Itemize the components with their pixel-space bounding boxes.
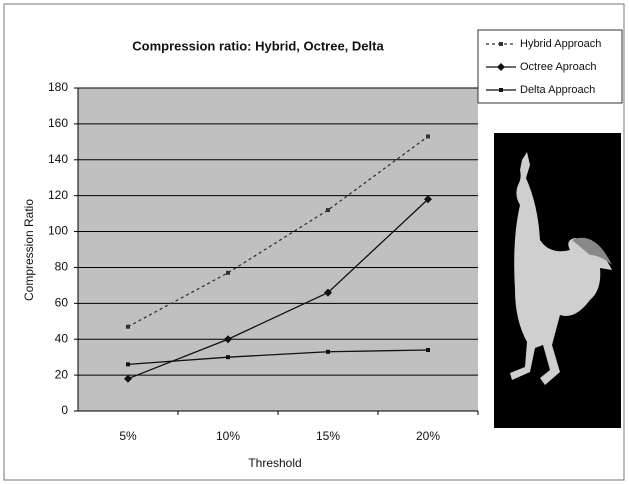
point-marker <box>326 208 330 212</box>
y-tick-label: 140 <box>48 152 68 166</box>
y-tick-label: 160 <box>48 116 68 130</box>
x-tick-label: 15% <box>316 429 340 443</box>
point-marker <box>499 88 503 92</box>
y-tick-label: 180 <box>48 80 68 94</box>
point-marker <box>226 355 230 359</box>
x-axis-label: Threshold <box>248 456 301 470</box>
y-tick-label: 20 <box>55 367 69 381</box>
y-tick-label: 60 <box>55 296 69 310</box>
point-marker <box>326 350 330 354</box>
chart-title: Compression ratio: Hybrid, Octree, Delta <box>132 38 384 53</box>
chart: Compression ratio: Hybrid, Octree, Delta… <box>0 0 629 485</box>
point-marker <box>126 325 130 329</box>
y-axis-label: Compression Ratio <box>22 199 36 301</box>
x-tick-label: 5% <box>119 429 137 443</box>
y-tick-label: 40 <box>55 331 69 345</box>
legend-label: Octree Aproach <box>520 61 596 73</box>
y-tick-label: 0 <box>61 403 68 417</box>
plot-area <box>78 88 478 411</box>
y-tick-label: 100 <box>48 224 68 238</box>
y-tick-label: 80 <box>55 260 69 274</box>
legend-label: Hybrid Approach <box>520 38 601 50</box>
point-marker <box>499 42 503 46</box>
point-marker <box>126 362 130 366</box>
y-tick-label: 120 <box>48 188 68 202</box>
point-marker <box>426 134 430 138</box>
point-marker <box>426 348 430 352</box>
legend-label: Delta Approach <box>520 84 595 96</box>
point-marker <box>226 271 230 275</box>
x-tick-label: 10% <box>216 429 240 443</box>
x-tick-label: 20% <box>416 429 440 443</box>
rooster-image <box>494 133 621 428</box>
